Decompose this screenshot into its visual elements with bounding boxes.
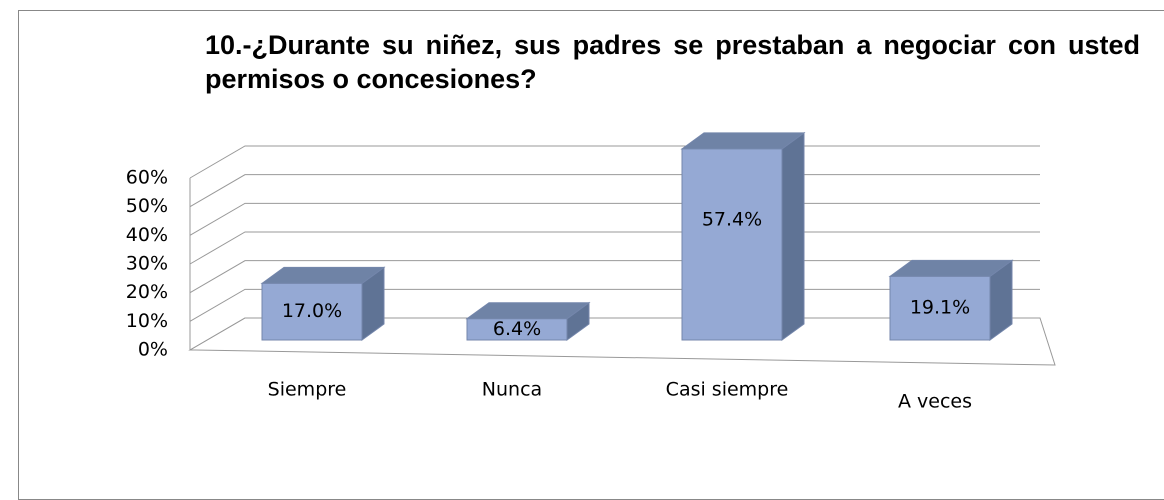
bar-top <box>260 266 386 284</box>
y-tick-label: 10% <box>126 310 168 332</box>
y-tick-label: 60% <box>126 167 168 189</box>
bar <box>680 131 806 341</box>
value-label: 6.4% <box>493 318 541 340</box>
bar-front <box>466 318 568 341</box>
x-tick-label: A veces <box>898 391 972 413</box>
value-label: 19.1% <box>910 297 970 319</box>
x-tick-label: Casi siempre <box>666 379 789 401</box>
grid-line <box>189 231 1040 265</box>
grid-line <box>189 202 1040 236</box>
grid-line <box>189 145 1040 179</box>
bar <box>465 301 591 341</box>
page: 10.-¿Durante su niñez, sus padres se pre… <box>18 10 1164 500</box>
y-tick-label: 50% <box>126 195 168 217</box>
bar-top <box>680 132 806 150</box>
bar-front <box>261 282 363 341</box>
bar <box>888 259 1014 341</box>
y-tick-label: 20% <box>126 281 168 303</box>
bar-top <box>888 259 1014 277</box>
chart: 0% 10% 20% 30% 40% 50% 60% Siempre 17.0% Nunca 6.4… <box>126 131 1056 413</box>
chart-title: 10.-¿Durante su niñez, sus padres se pre… <box>205 30 1140 94</box>
value-label: 17.0% <box>282 300 342 322</box>
y-tick-label: 0% <box>138 339 168 361</box>
bar <box>260 266 386 341</box>
value-label: 57.4% <box>702 209 762 231</box>
bar-front <box>681 148 783 341</box>
bar-side <box>781 131 805 341</box>
grid-line <box>189 174 1040 208</box>
x-tick-label: Siempre <box>268 379 347 401</box>
y-tick-label: 30% <box>126 253 168 275</box>
bar-top <box>465 302 591 320</box>
x-tick-label: Nunca <box>482 379 542 401</box>
bar-front <box>889 275 991 341</box>
y-tick-label: 40% <box>126 224 168 246</box>
